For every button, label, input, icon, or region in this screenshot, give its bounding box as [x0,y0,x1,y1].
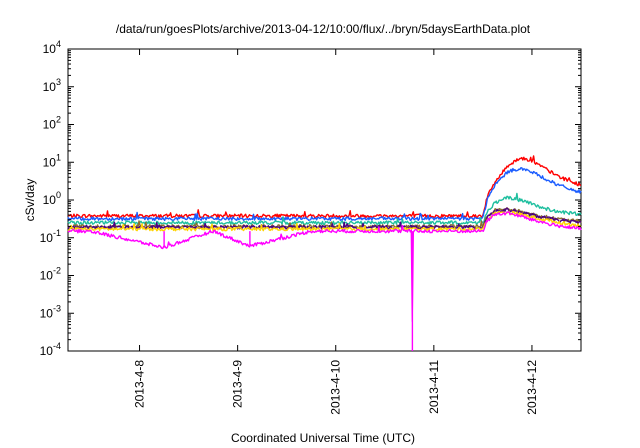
x-axis-label: Coordinated Universal Time (UTC) [231,431,415,445]
series-layer [67,155,582,351]
y-tick-label: 102 [43,115,61,132]
x-tick-label: 2013-4-9 [231,360,245,408]
y-tick-label: 10-4 [40,341,61,358]
y-tick-label: 104 [43,39,61,56]
y-tick-label: 101 [43,152,61,169]
plot-frame [67,48,582,352]
y-axis-label: cSv/day [23,179,37,222]
series-5-line [67,207,582,230]
y-tick-label: 103 [43,77,61,94]
series-1-line [67,155,582,219]
series-6-line [67,210,582,232]
series-2-line [67,167,582,222]
chart-title: /data/run/goesPlots/archive/2013-04-12/1… [116,22,531,36]
x-axis-ticks: 2013-4-8 2013-4-9 2013-4-10 2013-4-11 2013-4… [133,49,539,415]
y-tick-label: 10-2 [40,266,61,283]
x-tick-label: 2013-4-11 [427,360,441,414]
plot-area: 10-4 10-3 10-2 10-1 100 101 102 103 104 2013-4-8… [40,39,582,415]
x-tick-label: 2013-4-8 [133,360,147,408]
series-3-line [67,192,582,226]
y-tick-label: 10-3 [40,303,61,320]
series-7-line [67,211,582,351]
x-tick-label: 2013-4-12 [525,360,539,415]
y-tick-label: 10-1 [40,228,61,245]
x-tick-label: 2013-4-10 [329,360,343,415]
y-axis-ticks: 10-4 10-3 10-2 10-1 100 101 102 103 104 [40,39,581,358]
y-tick-label: 100 [43,190,61,207]
